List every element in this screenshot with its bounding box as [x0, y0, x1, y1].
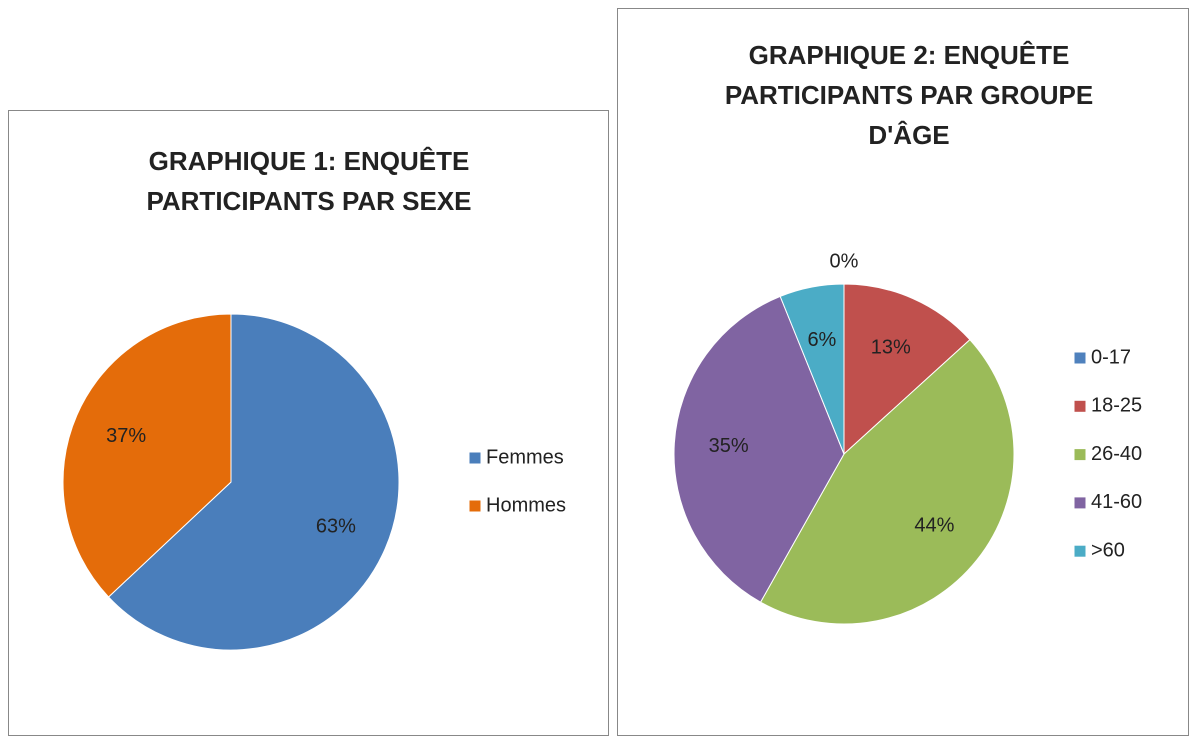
data-label: 0% — [830, 250, 859, 272]
pie-slice — [673, 295, 845, 603]
legend-swatch — [1073, 351, 1087, 365]
chart-panel: GRAPHIQUE 1: ENQUÊTE PARTICIPANTS PAR SE… — [8, 110, 609, 736]
legend-swatch — [1073, 544, 1087, 558]
chart-panel: GRAPHIQUE 2: ENQUÊTE PARTICIPANTS PAR GR… — [617, 8, 1189, 736]
chart-title: GRAPHIQUE 1: ENQUÊTE PARTICIPANTS PAR SE… — [146, 146, 472, 216]
chart-title: GRAPHIQUE 2: ENQUÊTE PARTICIPANTS PAR GR… — [724, 40, 1094, 150]
legend-swatch — [1073, 399, 1087, 413]
pie-slice — [62, 313, 232, 598]
data-label: 44% — [914, 514, 954, 536]
pie-slice — [759, 339, 1015, 625]
legend-label: Hommes — [486, 494, 566, 516]
data-label: 35% — [709, 435, 749, 457]
legend-swatch — [468, 499, 482, 513]
pie-slice — [843, 283, 971, 456]
legend-label: >60 — [1091, 539, 1125, 561]
legend-label: 41-60 — [1091, 491, 1142, 513]
pie-slice — [779, 283, 845, 455]
chart: 0% 13% 44% 35% 6% 0-17 18-25 26-40 41-60 >60 — [673, 250, 1142, 625]
legend-label: 26-40 — [1091, 443, 1142, 465]
legend-label: Femmes — [486, 446, 564, 468]
legend-label: 18-25 — [1091, 395, 1142, 417]
pie-slice — [107, 313, 400, 651]
legend-label: 0-17 — [1091, 346, 1131, 368]
data-label: 13% — [871, 337, 911, 359]
legend-swatch — [1073, 496, 1087, 510]
data-label: 63% — [316, 516, 356, 538]
legend-swatch — [468, 451, 482, 465]
data-label: 37% — [106, 425, 146, 447]
data-label: 6% — [807, 329, 836, 351]
legend-swatch — [1073, 448, 1087, 462]
chart: 63% 37% Femmes Hommes — [62, 313, 566, 651]
